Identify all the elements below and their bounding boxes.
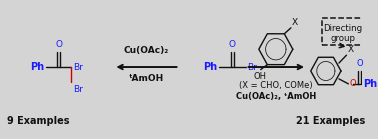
- Text: X: X: [347, 45, 353, 54]
- Text: X: X: [292, 18, 298, 27]
- Text: O: O: [349, 79, 356, 88]
- Text: Br: Br: [248, 63, 257, 72]
- Text: 9 Examples: 9 Examples: [7, 116, 69, 126]
- Text: group: group: [330, 34, 355, 43]
- Text: Directing: Directing: [323, 24, 363, 33]
- Text: ᵗAmOH: ᵗAmOH: [129, 74, 164, 83]
- Text: Cu(OAc)₂, ᵗAmOH: Cu(OAc)₂, ᵗAmOH: [236, 92, 316, 101]
- Text: Ph: Ph: [203, 62, 217, 72]
- Text: (X = CHO, COMe): (X = CHO, COMe): [239, 81, 313, 90]
- Text: OH: OH: [253, 72, 266, 81]
- Text: Ph: Ph: [364, 79, 378, 89]
- Text: Br: Br: [73, 63, 83, 72]
- Text: Ph: Ph: [30, 62, 45, 72]
- Text: O: O: [229, 40, 236, 49]
- Text: Br: Br: [73, 85, 83, 94]
- Text: O: O: [55, 40, 62, 49]
- Text: 21 Examples: 21 Examples: [296, 116, 365, 126]
- Text: Cu(OAc)₂: Cu(OAc)₂: [124, 46, 169, 55]
- Text: O: O: [356, 59, 363, 68]
